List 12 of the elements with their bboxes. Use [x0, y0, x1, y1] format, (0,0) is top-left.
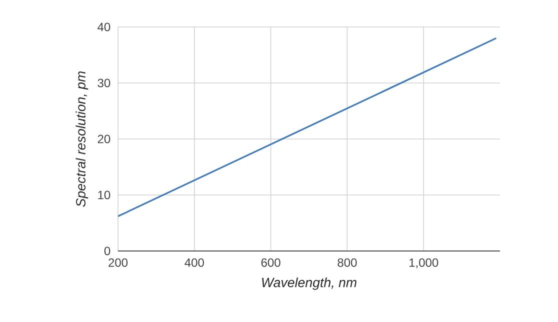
- y-tick-label: 10: [98, 190, 110, 200]
- x-axis-title: Wavelength, nm: [262, 277, 356, 290]
- x-tick-label: 600: [261, 258, 280, 267]
- y-tick-label: 0: [104, 246, 110, 256]
- y-tick-label: 30: [98, 78, 110, 88]
- y-axis-title: Spectral resolution, pm: [76, 71, 88, 207]
- x-tick-label: 200: [108, 258, 128, 267]
- y-tick-label: 20: [98, 134, 110, 144]
- y-tick-label: 40: [98, 22, 110, 32]
- x-tick-label: 1,000: [410, 258, 438, 268]
- x-tick-label: 400: [184, 258, 204, 267]
- x-tick-label: 800: [338, 258, 357, 267]
